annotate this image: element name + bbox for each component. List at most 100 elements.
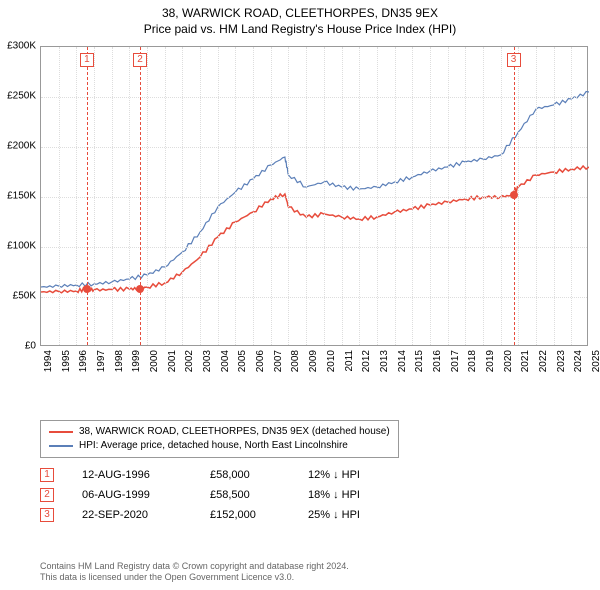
transaction-diff: 25% ↓ HPI <box>308 509 398 521</box>
x-axis-label: 2004 <box>220 350 231 372</box>
transaction-table: 112-AUG-1996£58,00012% ↓ HPI206-AUG-1999… <box>40 468 588 522</box>
transaction-row: 3 22-SEP-2020 £152,000 25% ↓ HPI <box>40 508 588 522</box>
gridline-v <box>554 47 555 345</box>
title-line1: 38, WARWICK ROAD, CLEETHORPES, DN35 9EX <box>0 6 600 22</box>
gridline-v <box>288 47 289 345</box>
x-axis-label: 2000 <box>149 350 160 372</box>
x-axis-label: 1995 <box>61 350 72 372</box>
y-axis-label: £150K <box>0 191 36 202</box>
x-axis-label: 2018 <box>467 350 478 372</box>
gridline-v <box>76 47 77 345</box>
x-axis-label: 2009 <box>308 350 319 372</box>
gridline-v <box>112 47 113 345</box>
legend-label: 38, WARWICK ROAD, CLEETHORPES, DN35 9EX … <box>79 425 390 439</box>
transaction-price: £58,500 <box>210 489 280 501</box>
y-axis-label: £250K <box>0 91 36 102</box>
gridline-v <box>235 47 236 345</box>
transaction-row: 1 12-AUG-1996 £58,000 12% ↓ HPI <box>40 468 588 482</box>
transaction-marker: 3 <box>40 508 54 522</box>
gridline-v <box>518 47 519 345</box>
x-axis-label: 2008 <box>290 350 301 372</box>
plot: 1 2 3 <box>40 46 588 346</box>
gridline-v <box>271 47 272 345</box>
transaction-diff: 18% ↓ HPI <box>308 489 398 501</box>
marker-box: 3 <box>507 53 521 67</box>
gridline-v <box>182 47 183 345</box>
gridline-v <box>465 47 466 345</box>
x-axis-label: 1998 <box>114 350 125 372</box>
x-axis-label: 1996 <box>78 350 89 372</box>
marker-line <box>87 47 88 345</box>
gridline-v <box>536 47 537 345</box>
transaction-row: 206-AUG-1999£58,50018% ↓ HPI <box>40 488 588 502</box>
y-axis-label: £50K <box>0 291 36 302</box>
x-axis-label: 2017 <box>450 350 461 372</box>
x-axis-label: 2001 <box>167 350 178 372</box>
x-axis-label: 2006 <box>255 350 266 372</box>
y-axis-label: £300K <box>0 41 36 52</box>
title-line2: Price paid vs. HM Land Registry's House … <box>0 22 600 38</box>
gridline-h <box>41 97 587 98</box>
legend-label: HPI: Average price, detached house, Nort… <box>79 439 348 453</box>
marker-dot <box>510 191 518 199</box>
legend-block: 38, WARWICK ROAD, CLEETHORPES, DN35 9EX … <box>40 420 588 528</box>
gridline-v <box>430 47 431 345</box>
legend-box: 38, WARWICK ROAD, CLEETHORPES, DN35 9EX … <box>40 420 399 458</box>
x-axis-label: 2021 <box>520 350 531 372</box>
gridline-v <box>59 47 60 345</box>
gridline-v <box>359 47 360 345</box>
transaction-marker: 2 <box>40 488 54 502</box>
gridline-v <box>412 47 413 345</box>
gridline-h <box>41 197 587 198</box>
x-axis-label: 2013 <box>379 350 390 372</box>
transaction-date: 22-SEP-2020 <box>82 509 182 521</box>
transaction-price: £58,000 <box>210 469 280 481</box>
x-axis-label: 2011 <box>344 350 355 372</box>
x-axis-label: 2019 <box>485 350 496 372</box>
footer-line1: Contains HM Land Registry data © Crown c… <box>40 561 349 573</box>
chart-container: 38, WARWICK ROAD, CLEETHORPES, DN35 9EX … <box>0 0 600 590</box>
gridline-v <box>342 47 343 345</box>
x-axis-label: 2007 <box>273 350 284 372</box>
gridline-v <box>253 47 254 345</box>
x-axis-label: 1999 <box>131 350 142 372</box>
gridline-v <box>94 47 95 345</box>
y-axis-label: £200K <box>0 141 36 152</box>
gridline-v <box>165 47 166 345</box>
transaction-date: 12-AUG-1996 <box>82 469 182 481</box>
x-axis-label: 2015 <box>414 350 425 372</box>
legend-row: 38, WARWICK ROAD, CLEETHORPES, DN35 9EX … <box>49 425 390 439</box>
gridline-v <box>324 47 325 345</box>
legend-swatch <box>49 445 73 447</box>
marker-dot <box>83 285 91 293</box>
gridline-v <box>571 47 572 345</box>
gridline-h <box>41 147 587 148</box>
transaction-marker: 1 <box>40 468 54 482</box>
chart-area: 123 £0£50K£100K£150K£200K£250K£300K19941… <box>40 46 588 386</box>
gridline-v <box>377 47 378 345</box>
transaction-diff: 12% ↓ HPI <box>308 469 398 481</box>
x-axis-label: 2014 <box>397 350 408 372</box>
x-axis-label: 1994 <box>43 350 54 372</box>
gridline-v <box>129 47 130 345</box>
gridline-v <box>147 47 148 345</box>
title-block: 38, WARWICK ROAD, CLEETHORPES, DN35 9EX … <box>0 0 600 37</box>
marker-box: 1 <box>80 53 94 67</box>
marker-line <box>140 47 141 345</box>
x-axis-label: 2024 <box>573 350 584 372</box>
x-axis-label: 2016 <box>432 350 443 372</box>
transaction-price: £152,000 <box>210 509 280 521</box>
x-axis-label: 2002 <box>184 350 195 372</box>
gridline-v <box>306 47 307 345</box>
x-axis-label: 2022 <box>538 350 549 372</box>
x-axis-label: 2003 <box>202 350 213 372</box>
gridline-v <box>200 47 201 345</box>
gridline-v <box>483 47 484 345</box>
y-axis-label: £100K <box>0 241 36 252</box>
marker-dot <box>136 285 144 293</box>
legend-swatch <box>49 431 73 433</box>
marker-box: 2 <box>133 53 147 67</box>
gridline-v <box>448 47 449 345</box>
x-axis-label: 2025 <box>591 350 600 372</box>
gridline-v <box>501 47 502 345</box>
